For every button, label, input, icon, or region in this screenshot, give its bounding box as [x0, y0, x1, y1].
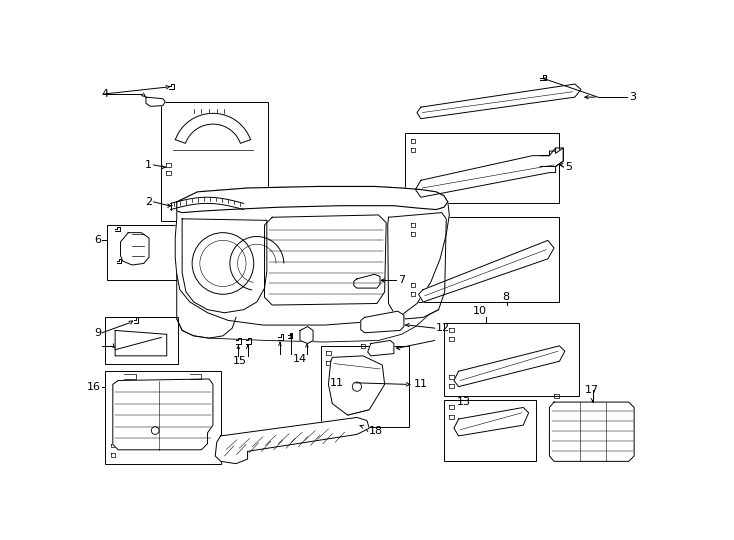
Text: 12: 12: [436, 323, 451, 333]
Polygon shape: [177, 186, 448, 213]
Polygon shape: [175, 113, 250, 143]
Bar: [105, 372, 221, 464]
Polygon shape: [361, 311, 404, 333]
Text: 2: 2: [145, 197, 152, 207]
Bar: [444, 400, 537, 461]
Text: 15: 15: [233, 356, 247, 366]
Bar: [161, 102, 269, 221]
Bar: [107, 225, 177, 280]
Polygon shape: [120, 233, 149, 265]
Text: 16: 16: [87, 382, 101, 392]
Text: 11: 11: [330, 378, 344, 388]
Text: 4: 4: [101, 89, 109, 99]
Bar: [444, 323, 578, 396]
Text: 7: 7: [398, 275, 405, 286]
Text: 17: 17: [585, 384, 599, 395]
Bar: [105, 318, 178, 363]
Text: 5: 5: [565, 162, 572, 172]
Bar: [321, 346, 410, 427]
Bar: [405, 132, 559, 204]
Polygon shape: [300, 327, 313, 343]
Polygon shape: [415, 148, 563, 197]
Polygon shape: [328, 356, 385, 415]
Text: 3: 3: [629, 92, 636, 102]
Polygon shape: [368, 340, 394, 356]
Polygon shape: [417, 84, 581, 119]
Polygon shape: [146, 97, 165, 106]
Text: 11: 11: [414, 379, 428, 389]
Text: 18: 18: [369, 426, 383, 436]
Polygon shape: [550, 402, 634, 461]
Text: 9: 9: [94, 328, 101, 338]
Text: 8: 8: [503, 292, 510, 302]
Polygon shape: [454, 346, 565, 387]
Polygon shape: [115, 330, 167, 356]
Polygon shape: [354, 274, 380, 288]
Polygon shape: [175, 186, 449, 325]
Polygon shape: [113, 379, 213, 450]
Polygon shape: [215, 417, 369, 464]
Text: 1: 1: [145, 160, 152, 170]
Text: 13: 13: [457, 397, 471, 408]
Text: 10: 10: [473, 306, 487, 316]
Text: 6: 6: [94, 235, 101, 245]
Polygon shape: [418, 240, 554, 302]
Text: 14: 14: [293, 354, 307, 364]
Polygon shape: [454, 408, 528, 436]
Bar: [405, 217, 559, 302]
